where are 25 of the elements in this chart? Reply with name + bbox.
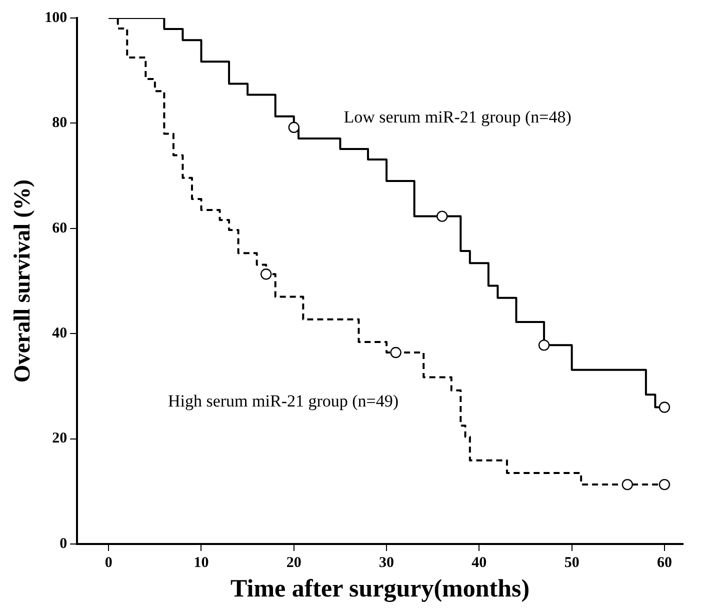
- point: [436, 210, 448, 222]
- point: [390, 346, 402, 358]
- point: [658, 402, 670, 413]
- x-tick-label: 50: [564, 554, 580, 571]
- y-tick-label: 40: [52, 325, 68, 342]
- y-tick-label: 20: [52, 430, 68, 447]
- y-tick-label: 100: [44, 10, 68, 26]
- x-tick-label: 40: [472, 554, 487, 571]
- series-label: High serum miR-21 group (n=49): [168, 391, 399, 410]
- x-tick-label: 30: [379, 554, 394, 571]
- y-axis-title: Overall survival (%): [10, 179, 35, 383]
- x-axis-title: Time after surgury(months): [230, 575, 530, 602]
- point: [288, 122, 300, 134]
- point: [622, 478, 634, 490]
- y-tick-label: 80: [52, 115, 68, 132]
- x-tick-label: 0: [104, 554, 112, 571]
- series-label: Low serum miR-21 group (n=48): [344, 107, 572, 126]
- point: [260, 268, 272, 280]
- x-tick-label: 20: [286, 554, 302, 571]
- point: [658, 478, 670, 490]
- x-tick-label: 10: [194, 554, 209, 571]
- point: [538, 340, 550, 351]
- y-tick-label: 60: [52, 220, 68, 236]
- x-tick-label: 60: [656, 554, 672, 571]
- y-tick-label: 0: [60, 536, 68, 552]
